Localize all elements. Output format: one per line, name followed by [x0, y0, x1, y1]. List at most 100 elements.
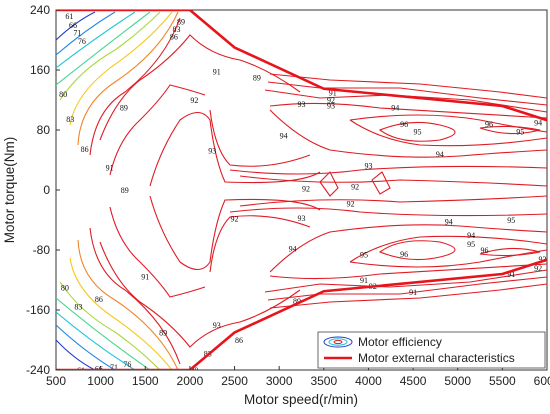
- contour-label: 95: [507, 216, 515, 225]
- contour-83-bottom: [69, 257, 173, 370]
- contour-label: 71: [73, 29, 81, 38]
- y-tick-label: 160: [30, 63, 50, 77]
- x-tick-label: 1000: [87, 374, 114, 388]
- x-axis-label: Motor speed(r/min): [244, 392, 358, 407]
- x-tick-label: 4000: [355, 374, 382, 388]
- contour-label: 95: [516, 128, 524, 137]
- contour-label: 92: [351, 182, 359, 191]
- contour-label: 94: [467, 231, 475, 240]
- contour-label: 89: [121, 186, 129, 195]
- x-tick-label: 500: [46, 374, 66, 388]
- contour-96-bottom: [378, 240, 541, 261]
- contour-label: 93: [298, 214, 306, 223]
- contour-92-right: [267, 81, 547, 301]
- legend-efficiency-icon: [323, 336, 353, 348]
- contour-86-bottom: [77, 239, 179, 370]
- contour-label: 96: [481, 246, 489, 255]
- contour-92-center: [239, 175, 547, 207]
- contour-label: 86: [170, 32, 178, 41]
- contour-89-inner: [99, 34, 301, 348]
- contour-label: 94: [280, 131, 288, 140]
- contour-labels: 6166717680838689918991808386897671666183…: [59, 12, 547, 375]
- contour-80-bottom: [59, 281, 161, 370]
- contour-94-bottom: [269, 224, 547, 280]
- legend-box: [317, 331, 546, 369]
- contour-label: 66: [69, 21, 77, 30]
- contour-label: 93: [213, 321, 221, 330]
- contour-76-top: [56, 11, 151, 86]
- contour-66-top: [56, 11, 116, 56]
- external-characteristic-top-line: [56, 10, 547, 122]
- x-tick-label: 5000: [444, 374, 471, 388]
- y-tick-label: 240: [30, 3, 50, 17]
- x-tick-label: 1500: [132, 374, 159, 388]
- contour-label: 92: [347, 200, 355, 209]
- legend-label-external: Motor external characteristics: [358, 351, 515, 365]
- contour-label: 92: [327, 96, 335, 105]
- contour-label: 94: [445, 218, 453, 227]
- x-tick-label: 3500: [310, 374, 337, 388]
- contour-label: 80: [61, 284, 69, 293]
- contour-label: 94: [289, 245, 297, 254]
- contour-71-top: [56, 11, 136, 69]
- contour-label: 94: [436, 150, 444, 159]
- y-tick-label: -240: [26, 363, 50, 377]
- contour-label: 96: [400, 120, 408, 129]
- contour-label: 91: [329, 89, 337, 98]
- contour-label: 96: [400, 250, 408, 259]
- contour-label: 61: [65, 12, 73, 21]
- contour-label: 93: [298, 100, 306, 109]
- contour-label: 71: [110, 363, 118, 372]
- contour-label: 61: [77, 366, 85, 375]
- contour-label: 92: [190, 96, 198, 105]
- contour-label: 76: [123, 360, 131, 369]
- contour-92-islands: [319, 171, 391, 197]
- y-axis-ticks: 240 160 80 0 -80 -160 -240: [26, 3, 60, 377]
- contour-label: 76: [78, 37, 86, 46]
- x-tick-label: 2500: [221, 374, 248, 388]
- contour-92-core: [149, 111, 321, 271]
- x-tick-label: 6000: [534, 374, 550, 388]
- contour-96-top: [378, 121, 541, 142]
- contour-label: 93: [327, 101, 335, 110]
- contour-91-right: [269, 73, 547, 309]
- external-characteristic: [56, 10, 547, 370]
- contour-93-center: [229, 165, 547, 217]
- legend-label-efficiency: Motor efficiency: [358, 335, 442, 349]
- contour-label: 92: [302, 185, 310, 194]
- y-tick-label: 0: [43, 183, 50, 197]
- contour-label: 89: [120, 104, 128, 113]
- contour-label: 91: [360, 276, 368, 285]
- contour-label: 89: [253, 74, 261, 83]
- contour-label: 86: [235, 336, 243, 345]
- contour-61-bottom: [56, 339, 96, 370]
- contour-label: 89: [293, 297, 301, 306]
- contour-label: 89: [177, 17, 185, 26]
- contour-label: 96: [485, 120, 493, 129]
- x-tick-label: 5500: [489, 374, 516, 388]
- legend: Motor efficiency Motor external characte…: [317, 331, 546, 369]
- contour-label: 83: [66, 115, 74, 124]
- contour-93-left: [209, 109, 311, 273]
- y-tick-label: 80: [37, 123, 51, 137]
- contour-label: 91: [106, 164, 114, 173]
- contour-83-top: [69, 11, 173, 126]
- contour-86-top: [77, 11, 179, 146]
- contour-71-bottom: [56, 311, 136, 370]
- contour-label: 83: [173, 25, 181, 34]
- contour-label: 94: [534, 119, 542, 128]
- contour-label: 89: [159, 329, 167, 338]
- contour-91-left: [109, 84, 206, 298]
- contour-label: 93: [364, 161, 372, 170]
- contour-label: 66: [95, 365, 103, 374]
- contour-label: 80: [59, 90, 67, 99]
- contour-95-bottom: [349, 235, 547, 268]
- contour-label: 92: [534, 264, 542, 273]
- contour-label: 94: [391, 104, 399, 113]
- contour-89-outer: [89, 17, 181, 365]
- contour-label: 93: [539, 255, 547, 264]
- contour-label: 92: [231, 215, 239, 224]
- contour-label: 91: [213, 68, 221, 77]
- contour-label: 91: [141, 272, 149, 281]
